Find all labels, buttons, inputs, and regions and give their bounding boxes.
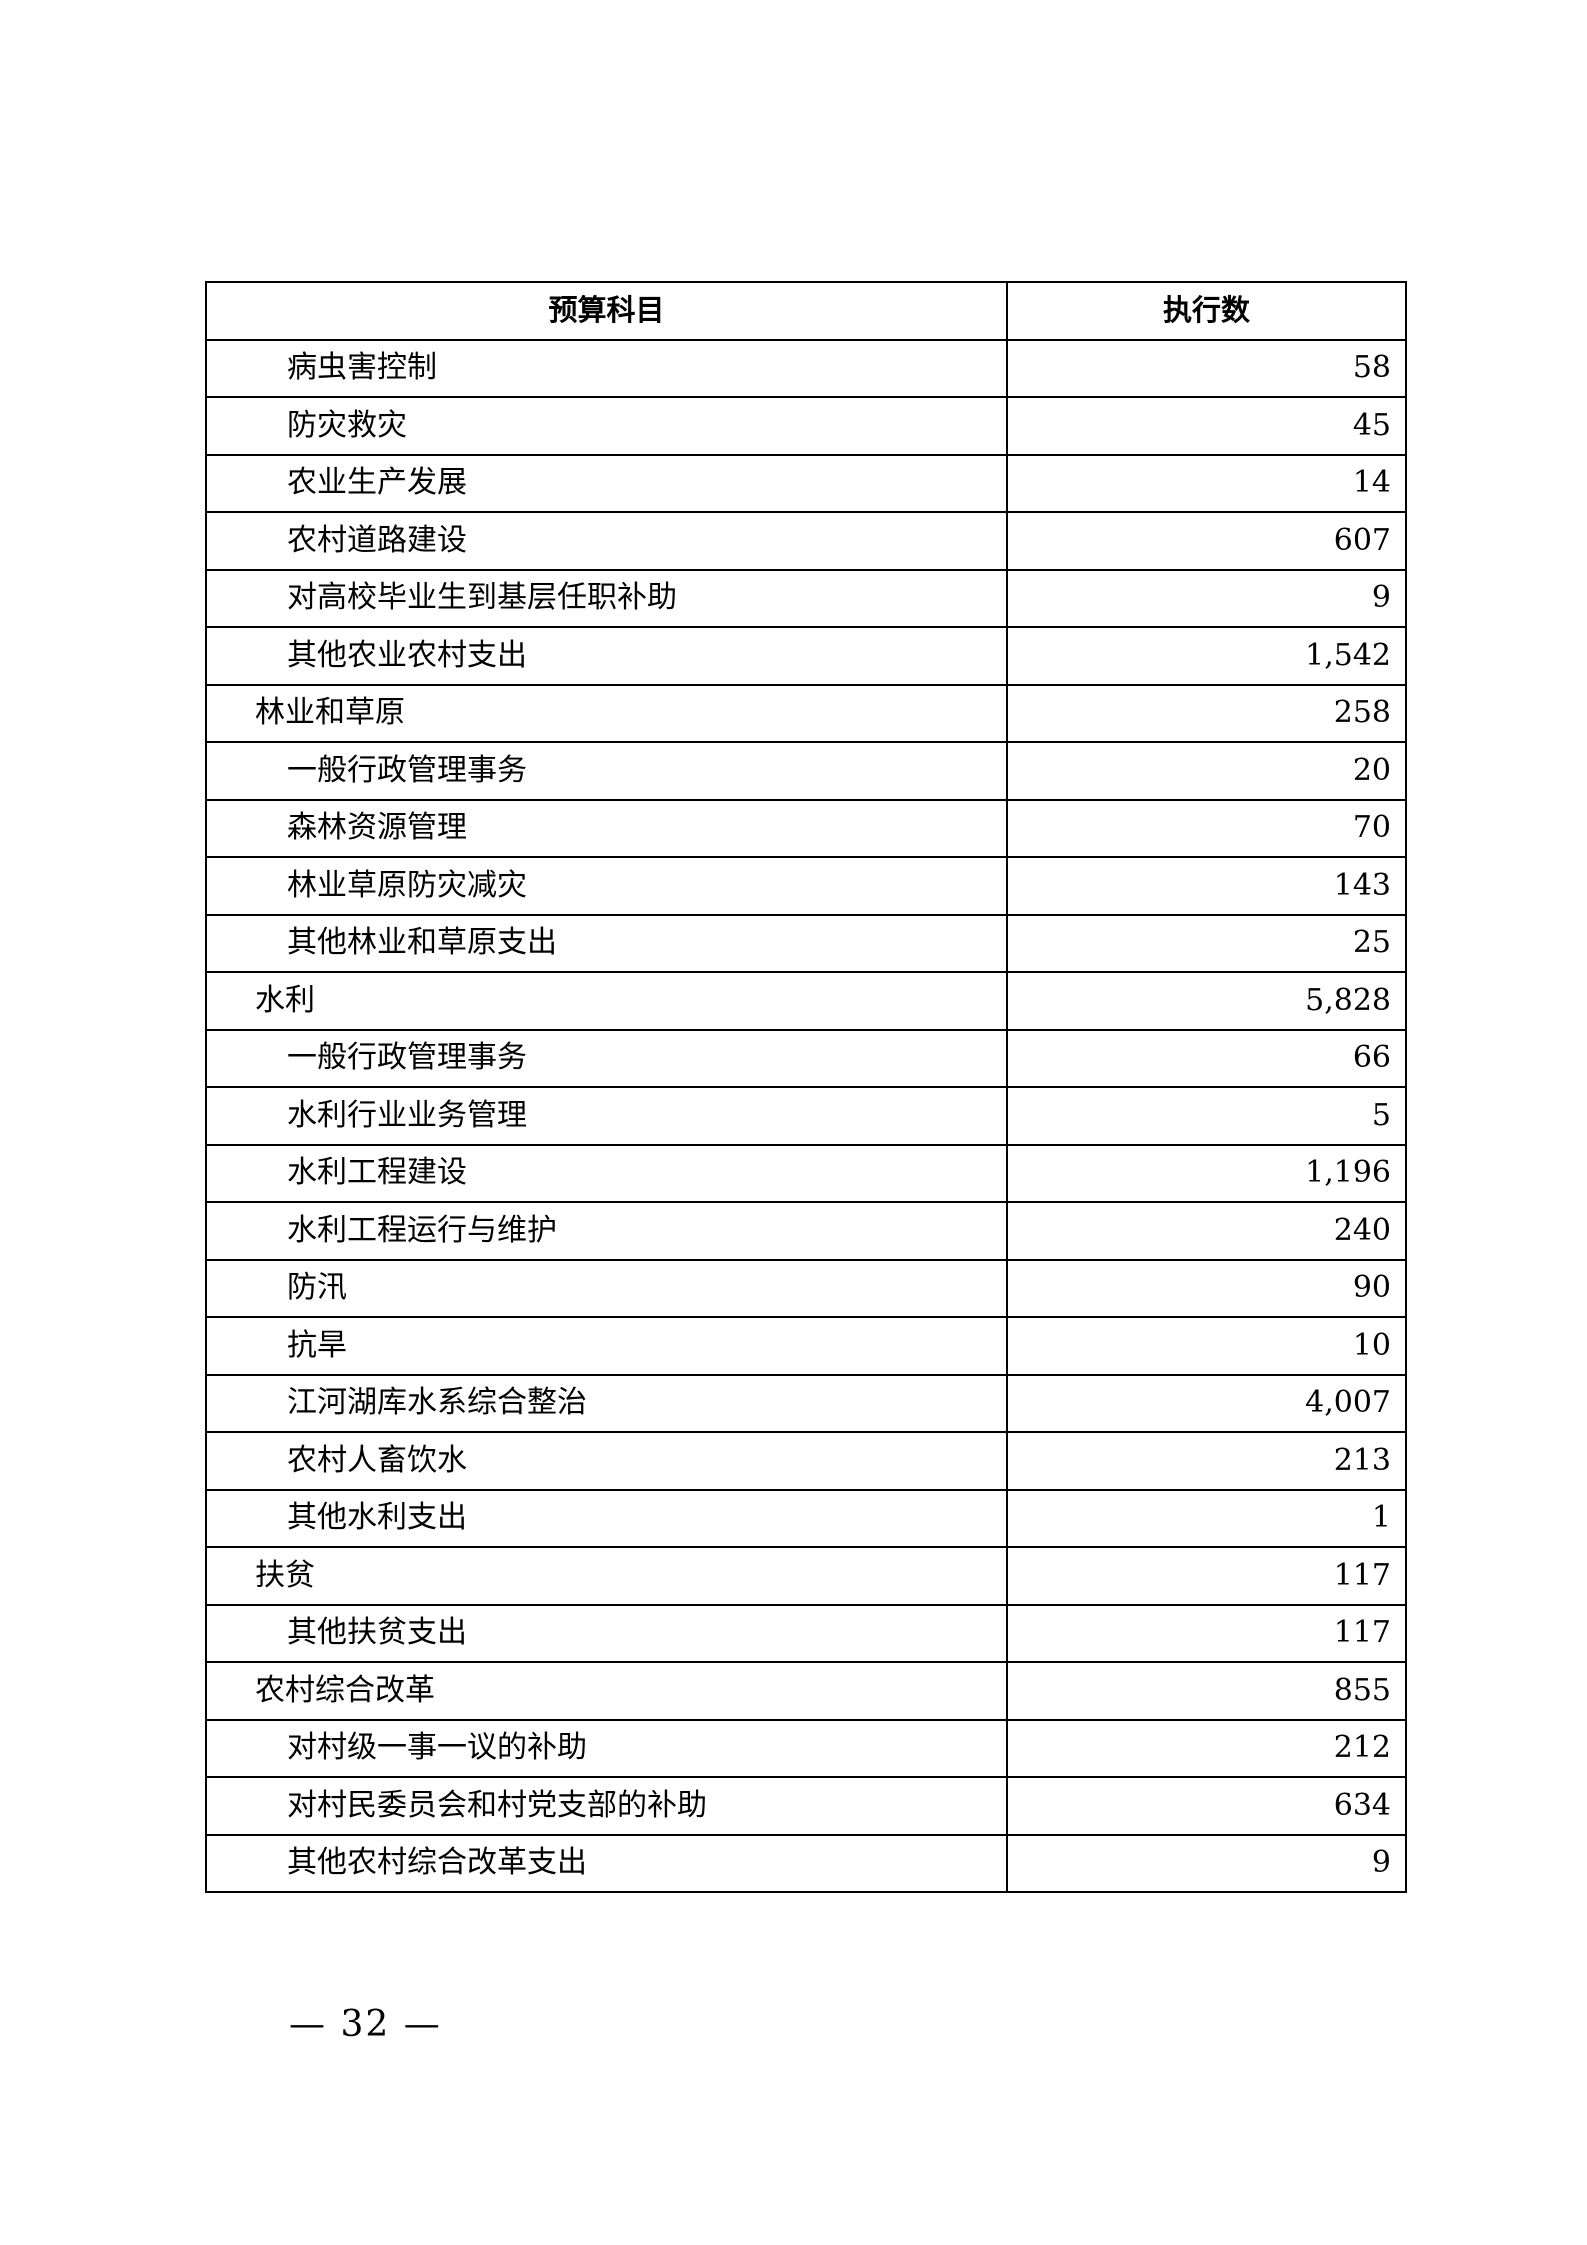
table-row: 抗旱 10 xyxy=(205,1316,1407,1376)
header-budget-item: 预算科目 xyxy=(205,281,1008,341)
executed-amount: 5 xyxy=(1006,1086,1407,1146)
budget-item-name: 病虫害控制 xyxy=(205,338,1008,398)
table-row: 病虫害控制 58 xyxy=(205,338,1407,398)
budget-item-name: 农村人畜饮水 xyxy=(205,1431,1008,1491)
budget-item-name: 对村民委员会和村党支部的补助 xyxy=(205,1776,1008,1836)
table-row: 林业和草原 258 xyxy=(205,683,1407,743)
table-row: 农村综合改革 855 xyxy=(205,1661,1407,1721)
executed-amount: 117 xyxy=(1006,1603,1407,1663)
budget-item-name: 水利工程运行与维护 xyxy=(205,1201,1008,1261)
budget-item-name: 农村道路建设 xyxy=(205,511,1008,571)
table-row: 防汛 90 xyxy=(205,1258,1407,1318)
budget-item-name: 一般行政管理事务 xyxy=(205,1028,1008,1088)
budget-item-name: 一般行政管理事务 xyxy=(205,741,1008,801)
budget-item-name: 江河湖库水系综合整治 xyxy=(205,1373,1008,1433)
executed-amount: 14 xyxy=(1006,453,1407,513)
table-row: 农村人畜饮水 213 xyxy=(205,1431,1407,1491)
executed-amount: 634 xyxy=(1006,1776,1407,1836)
executed-amount: 1,196 xyxy=(1006,1143,1407,1203)
budget-item-name: 林业草原防灾减灾 xyxy=(205,856,1008,916)
executed-amount: 212 xyxy=(1006,1718,1407,1778)
budget-item-name: 水利 xyxy=(205,971,1008,1031)
executed-amount: 45 xyxy=(1006,396,1407,456)
executed-amount: 1 xyxy=(1006,1488,1407,1548)
executed-amount: 25 xyxy=(1006,913,1407,973)
executed-amount: 213 xyxy=(1006,1431,1407,1491)
table-row: 一般行政管理事务 66 xyxy=(205,1028,1407,1088)
table-row: 江河湖库水系综合整治 4,007 xyxy=(205,1373,1407,1433)
executed-amount: 258 xyxy=(1006,683,1407,743)
budget-item-name: 其他水利支出 xyxy=(205,1488,1008,1548)
table-row: 水利 5,828 xyxy=(205,971,1407,1031)
budget-item-name: 防灾救灾 xyxy=(205,396,1008,456)
budget-item-name: 林业和草原 xyxy=(205,683,1008,743)
budget-item-name: 防汛 xyxy=(205,1258,1008,1318)
budget-item-name: 其他农村综合改革支出 xyxy=(205,1833,1008,1893)
budget-item-name: 农业生产发展 xyxy=(205,453,1008,513)
budget-item-name: 农村综合改革 xyxy=(205,1661,1008,1721)
executed-amount: 70 xyxy=(1006,798,1407,858)
executed-amount: 143 xyxy=(1006,856,1407,916)
executed-amount: 607 xyxy=(1006,511,1407,571)
table-row: 一般行政管理事务 20 xyxy=(205,741,1407,801)
table-row: 扶贫 117 xyxy=(205,1546,1407,1606)
budget-item-name: 其他农业农村支出 xyxy=(205,626,1008,686)
table-row: 对村民委员会和村党支部的补助 634 xyxy=(205,1776,1407,1836)
table-row: 农业生产发展 14 xyxy=(205,453,1407,513)
table-row: 对高校毕业生到基层任职补助 9 xyxy=(205,568,1407,628)
table-row: 其他水利支出 1 xyxy=(205,1488,1407,1548)
budget-item-name: 其他林业和草原支出 xyxy=(205,913,1008,973)
table-row: 其他农业农村支出 1,542 xyxy=(205,626,1407,686)
executed-amount: 240 xyxy=(1006,1201,1407,1261)
table-row: 其他林业和草原支出 25 xyxy=(205,913,1407,973)
budget-item-name: 对村级一事一议的补助 xyxy=(205,1718,1008,1778)
executed-amount: 9 xyxy=(1006,568,1407,628)
executed-amount: 10 xyxy=(1006,1316,1407,1376)
executed-amount: 1,542 xyxy=(1006,626,1407,686)
budget-item-name: 森林资源管理 xyxy=(205,798,1008,858)
budget-item-name: 抗旱 xyxy=(205,1316,1008,1376)
table-row: 水利行业业务管理 5 xyxy=(205,1086,1407,1146)
table-row: 其他扶贫支出 117 xyxy=(205,1603,1407,1663)
table-row: 森林资源管理 70 xyxy=(205,798,1407,858)
table-header-row: 预算科目 执行数 xyxy=(205,281,1407,341)
executed-amount: 5,828 xyxy=(1006,971,1407,1031)
table-row: 林业草原防灾减灾 143 xyxy=(205,856,1407,916)
executed-amount: 66 xyxy=(1006,1028,1407,1088)
budget-item-name: 对高校毕业生到基层任职补助 xyxy=(205,568,1008,628)
budget-item-name: 水利行业业务管理 xyxy=(205,1086,1008,1146)
executed-amount: 9 xyxy=(1006,1833,1407,1893)
executed-amount: 58 xyxy=(1006,338,1407,398)
executed-amount: 20 xyxy=(1006,741,1407,801)
page-number: — 32 — xyxy=(289,2004,442,2045)
table-row: 其他农村综合改革支出 9 xyxy=(205,1833,1407,1893)
table-row: 防灾救灾 45 xyxy=(205,396,1407,456)
table-row: 水利工程建设 1,196 xyxy=(205,1143,1407,1203)
table-row: 水利工程运行与维护 240 xyxy=(205,1201,1407,1261)
table-row: 对村级一事一议的补助 212 xyxy=(205,1718,1407,1778)
budget-item-name: 其他扶贫支出 xyxy=(205,1603,1008,1663)
header-executed-amount: 执行数 xyxy=(1006,281,1407,341)
budget-item-name: 水利工程建设 xyxy=(205,1143,1008,1203)
budget-table: 预算科目 执行数 病虫害控制 58 防灾救灾 45 农业生产发展 14 农村道路建设 607 对… xyxy=(205,281,1407,1893)
budget-item-name: 扶贫 xyxy=(205,1546,1008,1606)
executed-amount: 117 xyxy=(1006,1546,1407,1606)
executed-amount: 90 xyxy=(1006,1258,1407,1318)
executed-amount: 4,007 xyxy=(1006,1373,1407,1433)
table-row: 农村道路建设 607 xyxy=(205,511,1407,571)
executed-amount: 855 xyxy=(1006,1661,1407,1721)
